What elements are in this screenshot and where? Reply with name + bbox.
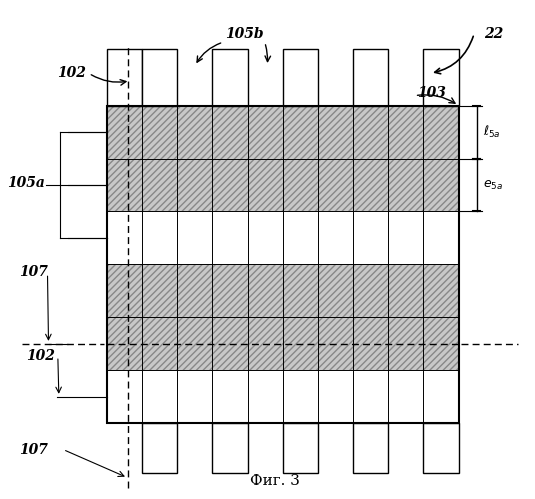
Text: $\ell_{5a}$: $\ell_{5a}$ [483, 124, 501, 140]
Text: 22: 22 [485, 26, 504, 40]
FancyArrowPatch shape [435, 36, 473, 74]
Bar [283, 423, 318, 473]
Bar [424, 423, 458, 473]
FancyArrowPatch shape [197, 43, 221, 62]
Bar [353, 423, 388, 473]
Bar [107, 317, 458, 370]
Bar [107, 264, 458, 317]
Text: 107: 107 [19, 444, 48, 458]
Bar [353, 48, 388, 106]
Text: 102: 102 [26, 349, 55, 363]
Text: 103: 103 [417, 86, 446, 100]
FancyArrowPatch shape [417, 95, 455, 103]
Text: 105a: 105a [7, 176, 45, 190]
Bar [212, 423, 248, 473]
Bar [283, 48, 318, 106]
Text: $e_{5a}$: $e_{5a}$ [483, 179, 503, 192]
Bar [212, 48, 248, 106]
Bar [107, 264, 458, 317]
Bar [107, 159, 458, 212]
Bar [107, 106, 458, 423]
Text: 102: 102 [57, 66, 86, 80]
Text: Фиг. 3: Фиг. 3 [250, 474, 300, 488]
FancyArrowPatch shape [91, 75, 126, 85]
Bar [107, 48, 142, 106]
Text: 107: 107 [19, 265, 48, 279]
Bar [107, 106, 458, 159]
Bar [142, 423, 177, 473]
Bar [142, 48, 177, 106]
Bar [424, 48, 458, 106]
Text: 105b: 105b [225, 27, 263, 41]
FancyArrowPatch shape [265, 45, 271, 61]
Bar [107, 106, 458, 423]
Bar [107, 317, 458, 370]
Bar [107, 106, 458, 159]
Bar [107, 159, 458, 212]
